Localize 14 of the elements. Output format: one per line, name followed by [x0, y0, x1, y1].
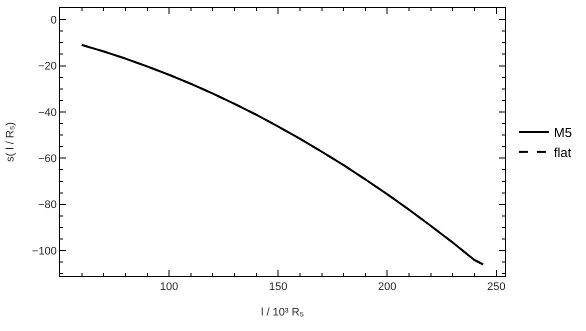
- y-tick-label: 0: [50, 14, 57, 26]
- x-tick-label: 150: [268, 281, 288, 294]
- y-tick-label: −60: [38, 153, 57, 166]
- y-tick-label: −100: [32, 245, 57, 258]
- y-tick-label: −40: [38, 106, 57, 119]
- x-tick-label: 200: [378, 281, 396, 294]
- y-tick-label: −80: [38, 199, 57, 212]
- legend-label: M5: [554, 125, 572, 140]
- legend-label: flat: [554, 144, 572, 160]
- y-tick-label: −20: [38, 60, 57, 73]
- x-tick-label: 250: [487, 281, 506, 294]
- x-axis-title: l / 10³ R₅: [261, 306, 304, 318]
- x-tick-label: 100: [160, 281, 178, 294]
- y-axis-title: s( l / R₅): [4, 122, 17, 162]
